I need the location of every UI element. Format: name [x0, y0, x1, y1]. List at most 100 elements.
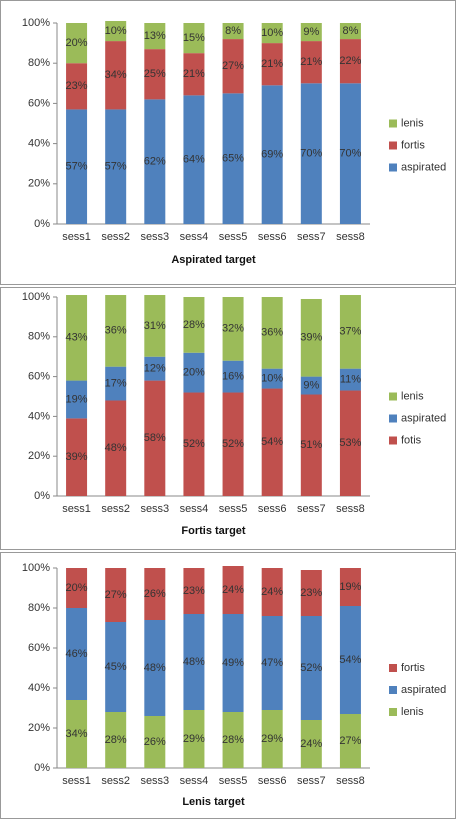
legend-swatch [389, 141, 397, 150]
y-tick-label: 0% [34, 490, 50, 502]
value-label: 24% [261, 586, 283, 598]
bar-segment [105, 20, 127, 42]
y-tick-label: 100% [22, 291, 50, 303]
bar-segment [183, 352, 205, 393]
value-label: 23% [183, 585, 205, 597]
bar-segment [105, 622, 127, 712]
value-label: 12% [144, 363, 166, 375]
bar-segment [183, 23, 205, 54]
value-label: 32% [222, 323, 244, 335]
y-tick-label: 40% [28, 138, 50, 150]
value-label: 20% [66, 37, 88, 49]
x-tick-label: sess6 [258, 775, 287, 787]
value-label: 51% [300, 439, 322, 451]
value-label: 43% [66, 332, 88, 344]
value-label: 39% [66, 451, 88, 463]
bar-segment [339, 39, 361, 84]
value-label: 62% [144, 156, 166, 168]
y-tick-label: 0% [34, 762, 50, 774]
x-tick-label: sess6 [258, 231, 287, 243]
y-tick-label: 40% [28, 682, 50, 694]
legend-label: fotis [401, 434, 422, 446]
value-label: 39% [300, 332, 322, 344]
value-label: 10% [261, 27, 283, 39]
x-tick-label: sess4 [180, 503, 209, 515]
bar-segment [261, 568, 283, 616]
legend-swatch [389, 686, 397, 694]
x-tick-label: sess3 [140, 503, 169, 515]
y-tick-label: 40% [28, 410, 50, 422]
legend-swatch [389, 436, 397, 445]
legend-swatch [389, 414, 397, 423]
bar-segment [261, 710, 283, 768]
bar-segment [222, 614, 244, 712]
bar-segment [222, 392, 244, 496]
bar-segment [66, 63, 88, 110]
bar-segment [339, 390, 361, 496]
value-label: 46% [66, 648, 88, 660]
value-label: 11% [340, 373, 361, 385]
legend-label: fortis [401, 662, 425, 674]
value-label: 27% [222, 60, 244, 72]
bar-segment [183, 568, 205, 614]
value-label: 9% [303, 26, 319, 38]
bar-segment [261, 368, 283, 389]
y-tick-label: 20% [28, 178, 50, 190]
bar-segment [183, 710, 205, 768]
y-tick-label: 100% [22, 562, 50, 574]
value-label: 13% [144, 30, 166, 42]
legend-swatch [389, 708, 397, 716]
value-label: 20% [183, 367, 205, 379]
bar-segment [300, 83, 322, 224]
value-label: 69% [261, 149, 283, 161]
bar-segment [183, 53, 205, 96]
bar-segment [300, 298, 322, 377]
x-tick-label: sess8 [336, 775, 365, 787]
value-label: 26% [144, 588, 166, 600]
value-label: 27% [105, 589, 127, 601]
value-label: 19% [339, 581, 361, 593]
value-label: 57% [105, 161, 127, 173]
bar-segment [183, 614, 205, 710]
bar-segment [144, 49, 166, 100]
value-label: 27% [339, 735, 361, 747]
value-label: 58% [144, 432, 166, 444]
x-tick-label: sess1 [62, 503, 91, 515]
bar-segment [144, 380, 166, 496]
x-tick-label: sess5 [219, 503, 248, 515]
bar-segment [222, 93, 244, 224]
legend-swatch [389, 664, 397, 672]
value-label: 47% [261, 657, 283, 669]
value-label: 8% [342, 25, 358, 37]
value-label: 52% [222, 438, 244, 450]
legend-label: fortis [401, 139, 425, 151]
panel-frame [0, 552, 456, 819]
value-label: 54% [339, 654, 361, 666]
bar-segment [105, 568, 127, 622]
bar-segment [66, 608, 88, 700]
x-tick-label: sess8 [336, 231, 365, 243]
value-label: 21% [183, 68, 205, 80]
value-label: 10% [261, 372, 283, 384]
value-label: 37% [339, 326, 361, 338]
value-label: 28% [105, 734, 127, 746]
value-label: 10% [105, 25, 127, 37]
value-label: 19% [66, 393, 88, 405]
value-label: 48% [183, 656, 205, 668]
value-label: 48% [105, 442, 127, 454]
value-label: 52% [183, 438, 205, 450]
bar-segment [66, 23, 88, 64]
legend-swatch [389, 163, 397, 172]
bar-segment [105, 366, 127, 401]
panel-frame [0, 287, 456, 550]
value-label: 52% [300, 662, 322, 674]
x-tick-label: sess7 [297, 503, 326, 515]
bar-segment [144, 23, 166, 50]
bar-segment [183, 95, 205, 224]
x-tick-label: sess8 [336, 503, 365, 515]
bar-segment [261, 297, 283, 369]
value-label: 23% [300, 587, 322, 599]
value-label: 22% [339, 55, 361, 67]
bar-segment [300, 376, 322, 395]
value-label: 36% [105, 325, 127, 337]
